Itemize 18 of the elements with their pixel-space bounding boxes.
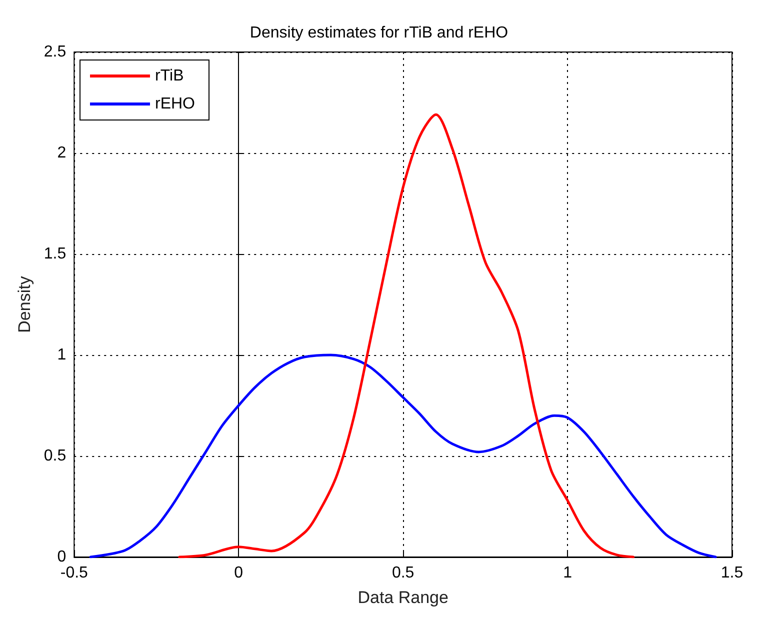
line-series bbox=[89, 354, 717, 558]
x-tick-label: 0 bbox=[234, 564, 244, 582]
y-tick-label: 1.5 bbox=[44, 246, 66, 262]
y-axis-title: Density bbox=[15, 276, 34, 333]
x-tick-label: -0.5 bbox=[60, 564, 88, 582]
x-axis-title: Data Range bbox=[358, 588, 448, 607]
legend-label: rTiB bbox=[155, 68, 184, 84]
legend-label: rEHO bbox=[155, 96, 195, 112]
y-tick-label: 1 bbox=[57, 346, 66, 364]
x-tick-label: 1.5 bbox=[720, 564, 744, 582]
y-tick-label: 0.5 bbox=[44, 448, 66, 464]
line-series bbox=[178, 113, 635, 558]
x-tick-label: 0.5 bbox=[392, 564, 414, 582]
y-tick-label: 2 bbox=[57, 144, 66, 162]
y-tick-label: 2.5 bbox=[44, 44, 66, 60]
y-tick-label: 0 bbox=[57, 548, 66, 566]
x-tick-label: 1 bbox=[563, 564, 572, 582]
chart-title: Density estimates for rTiB and rEHO bbox=[250, 24, 508, 42]
